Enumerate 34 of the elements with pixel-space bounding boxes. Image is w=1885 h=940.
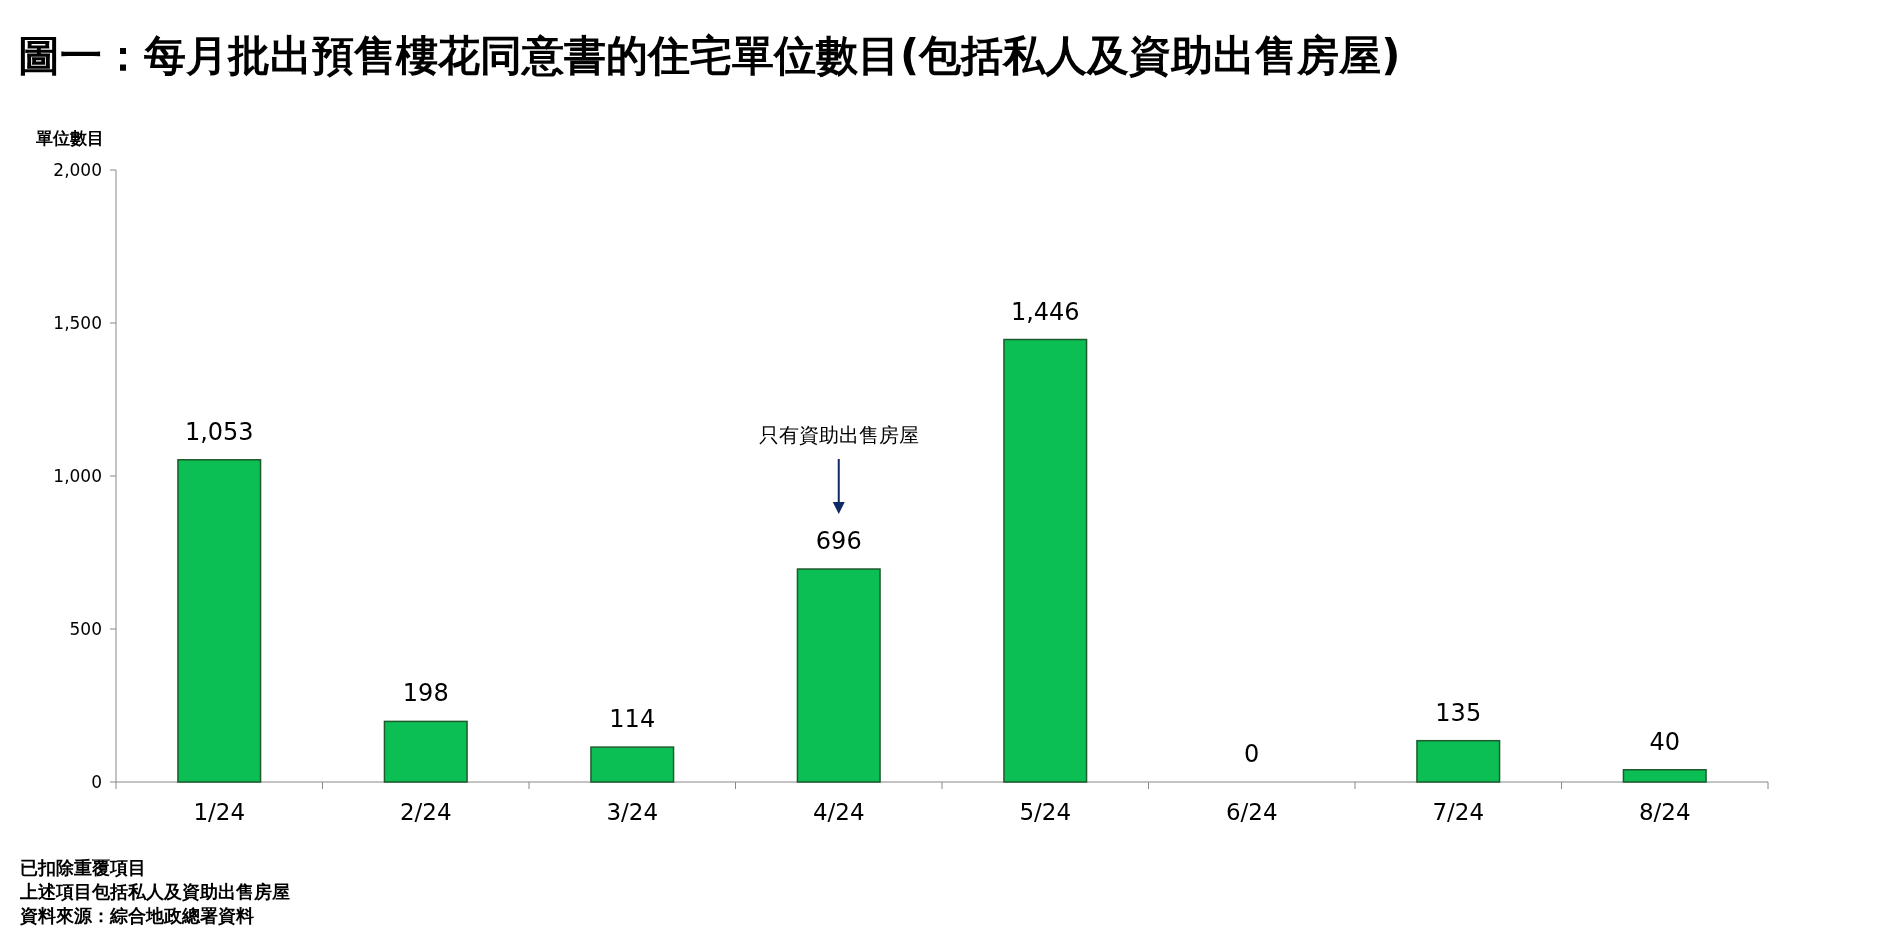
data-label: 0 bbox=[1244, 740, 1260, 768]
x-tick-label: 1/24 bbox=[193, 799, 246, 825]
chart-title: 圖一：每月批出預售樓花同意書的住宅單位數目(包括私人及資助出售房屋) bbox=[18, 31, 1401, 80]
data-label: 1,446 bbox=[1010, 297, 1080, 326]
bar bbox=[1416, 739, 1501, 783]
y-tick-label: 0 bbox=[91, 771, 102, 792]
data-label: 135 bbox=[1435, 698, 1482, 727]
y-tick-label: 500 bbox=[69, 618, 102, 639]
x-tick-label: 5/24 bbox=[1019, 799, 1072, 825]
y-tick-label: 1,500 bbox=[53, 312, 102, 333]
bar bbox=[1003, 338, 1088, 783]
x-tick-label: 4/24 bbox=[812, 799, 865, 825]
bar bbox=[796, 568, 881, 783]
y-tick-label: 2,000 bbox=[53, 159, 102, 180]
data-label: 696 bbox=[815, 527, 862, 556]
data-label: 1,053 bbox=[184, 417, 254, 446]
y-tick-label: 1,000 bbox=[53, 465, 102, 486]
bar bbox=[590, 746, 675, 783]
y-axis-title: 單位數目 bbox=[35, 128, 104, 148]
text: 上述項目包括私人及資助出售房屋 bbox=[19, 881, 290, 902]
data-label: 198 bbox=[402, 679, 449, 708]
bar bbox=[383, 720, 468, 783]
x-tick-label: 2/24 bbox=[399, 799, 452, 825]
annotation: 只有資助出售房屋 bbox=[758, 423, 919, 448]
bar bbox=[1622, 769, 1707, 783]
x-tick-label: 3/24 bbox=[606, 799, 659, 825]
data-label: 114 bbox=[609, 705, 656, 734]
x-tick-label: 6/24 bbox=[1225, 799, 1278, 825]
x-tick-label: 8/24 bbox=[1638, 799, 1691, 825]
data-label: 40 bbox=[1649, 727, 1681, 756]
bar bbox=[177, 459, 262, 783]
x-tick-label: 7/24 bbox=[1432, 799, 1485, 825]
source-note: 資料來源：綜合地政總署資料 bbox=[19, 905, 254, 926]
text: 已扣除重覆項目 bbox=[20, 857, 146, 878]
